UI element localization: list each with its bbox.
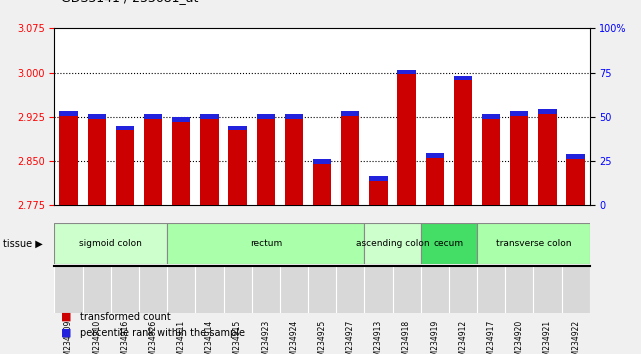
Bar xyxy=(538,109,556,205)
Bar xyxy=(567,154,585,205)
Bar xyxy=(313,159,331,164)
Bar xyxy=(256,114,275,205)
Bar xyxy=(482,114,500,205)
Bar xyxy=(369,176,388,181)
Bar xyxy=(172,117,190,205)
Text: rectum: rectum xyxy=(249,239,282,248)
Bar xyxy=(256,114,275,119)
Bar xyxy=(116,126,134,205)
Bar xyxy=(172,117,190,121)
Bar xyxy=(482,114,500,119)
Bar xyxy=(454,75,472,205)
Text: ■: ■ xyxy=(61,328,71,338)
Text: percentile rank within the sample: percentile rank within the sample xyxy=(80,328,245,338)
Bar xyxy=(313,159,331,205)
Bar xyxy=(144,114,162,205)
Bar xyxy=(454,75,472,80)
Bar xyxy=(144,114,162,119)
Text: cecum: cecum xyxy=(434,239,464,248)
Bar xyxy=(200,114,219,205)
Bar xyxy=(341,111,360,116)
Bar xyxy=(538,109,556,114)
Bar xyxy=(167,223,364,264)
Bar xyxy=(285,114,303,205)
Bar xyxy=(200,114,219,119)
Bar xyxy=(510,111,528,205)
Text: ■: ■ xyxy=(61,312,71,322)
Bar xyxy=(369,176,388,205)
Bar xyxy=(397,70,416,74)
Text: GDS3141 / 233681_at: GDS3141 / 233681_at xyxy=(61,0,198,4)
Bar xyxy=(364,223,420,264)
Text: tissue ▶: tissue ▶ xyxy=(3,238,43,249)
Bar xyxy=(397,70,416,205)
Text: transverse colon: transverse colon xyxy=(495,239,571,248)
Bar xyxy=(116,126,134,130)
Bar xyxy=(341,111,360,205)
Bar xyxy=(426,153,444,158)
Bar xyxy=(54,223,167,264)
Bar xyxy=(477,223,590,264)
Bar xyxy=(567,154,585,159)
Bar xyxy=(88,114,106,119)
Bar xyxy=(88,114,106,205)
Text: ascending colon: ascending colon xyxy=(356,239,429,248)
Bar xyxy=(60,111,78,116)
Bar xyxy=(228,126,247,130)
Bar xyxy=(510,111,528,116)
Bar xyxy=(420,223,477,264)
Bar xyxy=(60,111,78,205)
Text: sigmoid colon: sigmoid colon xyxy=(79,239,142,248)
Bar xyxy=(228,126,247,205)
Bar xyxy=(426,153,444,205)
Text: transformed count: transformed count xyxy=(80,312,171,322)
Bar xyxy=(285,114,303,119)
